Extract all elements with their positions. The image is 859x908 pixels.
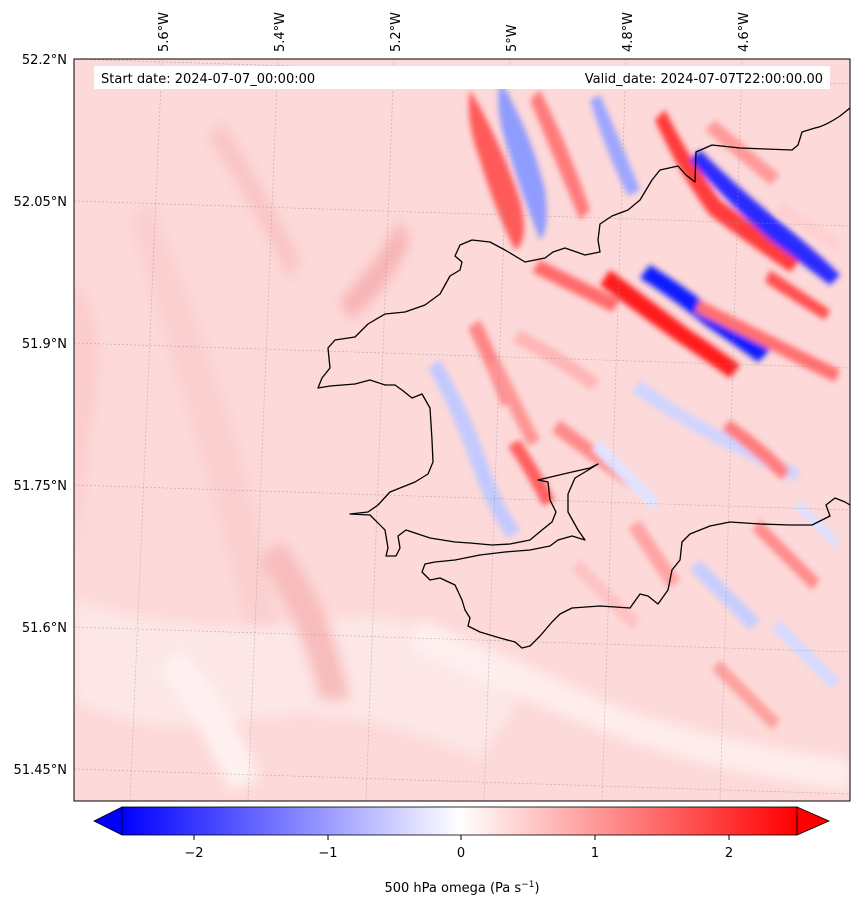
omega-field-bands xyxy=(428,80,840,730)
lat-label: 51.6°N xyxy=(22,621,67,636)
colorbar-max-extend xyxy=(796,806,830,836)
colorbar: −2 −1 0 1 2 500 hPa omega (Pa s−1) xyxy=(93,806,830,896)
lon-label: 5°W xyxy=(505,24,520,52)
lon-label: 5.6°W xyxy=(157,12,172,52)
omega-field-land xyxy=(74,120,520,790)
colorbar-gradient xyxy=(121,806,798,836)
colorbar-tick-label: −1 xyxy=(318,846,337,861)
lat-label: 52.2°N xyxy=(22,53,67,68)
lat-label: 51.9°N xyxy=(22,337,67,352)
colorbar-label: 500 hPa omega (Pa s−1) xyxy=(384,880,539,896)
lon-label: 5.4°W xyxy=(273,12,288,52)
header-box xyxy=(94,66,830,89)
start-date-label: Start date: 2024-07-07_00:00:00 xyxy=(101,72,315,87)
lat-label: 52.05°N xyxy=(14,195,67,210)
lon-label: 4.6°W xyxy=(737,12,752,52)
map-frame xyxy=(73,58,851,802)
lat-label: 51.45°N xyxy=(14,763,67,778)
colorbar-label-main: 500 hPa omega (Pa s xyxy=(384,881,521,896)
colorbar-label-end: ) xyxy=(534,881,539,896)
colorbar-tick-label: 1 xyxy=(591,846,599,861)
colorbar-tick-label: 2 xyxy=(725,846,733,861)
lon-label: 4.8°W xyxy=(621,12,636,52)
lat-label: 51.75°N xyxy=(14,479,67,494)
lon-label: 5.2°W xyxy=(389,12,404,52)
omega-field-south xyxy=(410,620,850,790)
colorbar-tick-label: −2 xyxy=(184,846,203,861)
valid-date-label: Valid_date: 2024-07-07T22:00:00.00 xyxy=(585,72,823,87)
coastline xyxy=(317,107,850,649)
map-panel: Start date: 2024-07-07_00:00:00 Valid_da… xyxy=(74,59,850,801)
latitude-labels: 52.2°N 52.05°N 51.9°N 51.75°N 51.6°N 51.… xyxy=(14,53,67,778)
colorbar-tick-label: 0 xyxy=(457,846,465,861)
colorbar-label-exponent: −1 xyxy=(521,880,534,890)
colorbar-min-extend xyxy=(93,806,123,836)
longitude-labels: 5.6°W 5.4°W 5.2°W 5°W 4.8°W 4.6°W xyxy=(157,12,752,52)
